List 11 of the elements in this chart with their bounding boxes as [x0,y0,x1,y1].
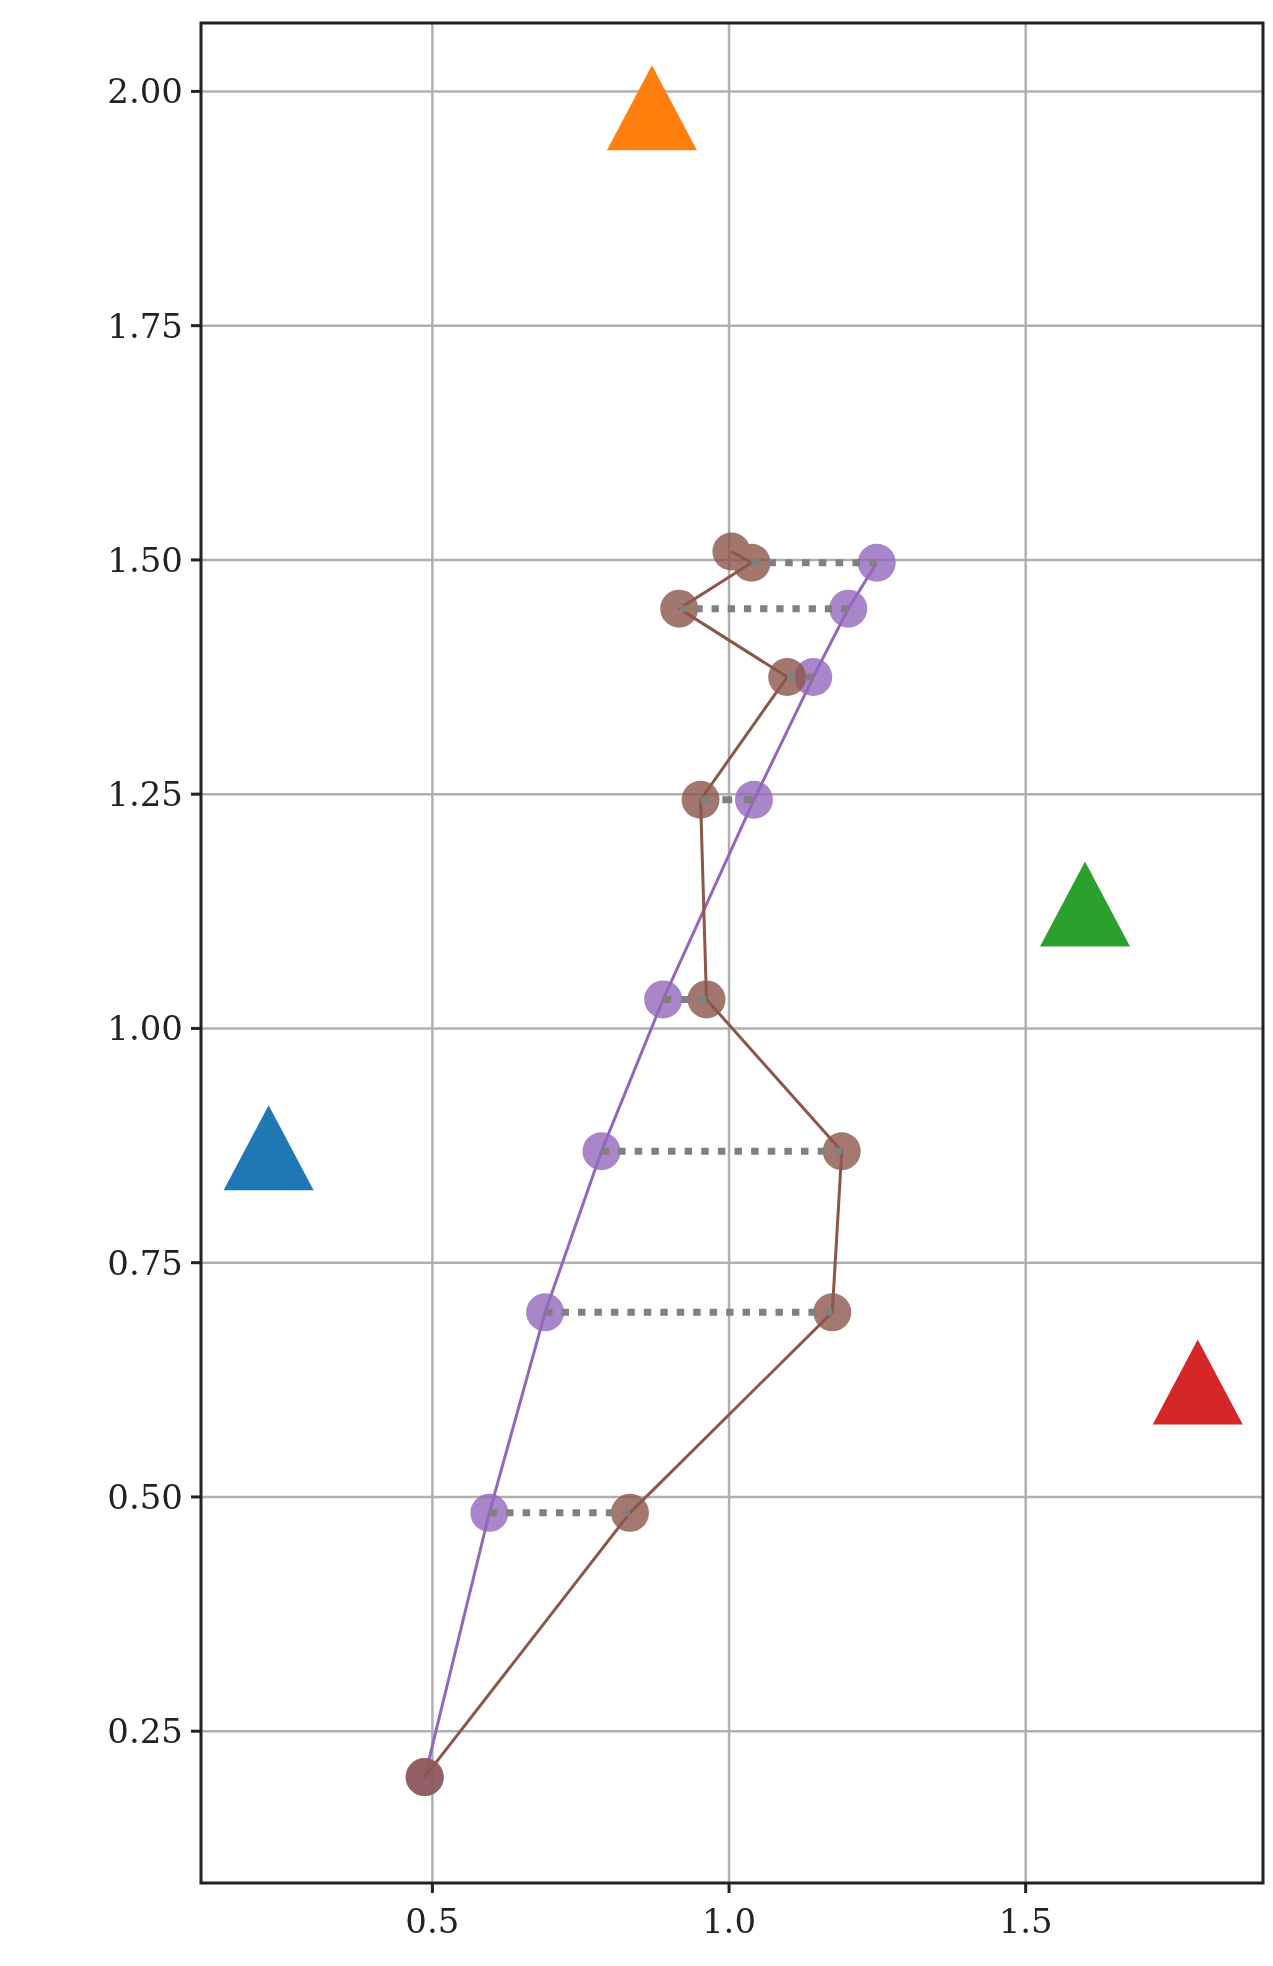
x-tick-label: 1.5 [998,1901,1053,1941]
y-tick-label: 1.00 [107,1008,183,1049]
y-tick-label: 0.50 [107,1476,183,1517]
y-tick-label: 1.75 [107,305,183,346]
y-tick-label: 1.25 [107,774,183,815]
y-tick-label: 1.50 [107,539,183,580]
x-tick-label: 0.5 [405,1901,460,1941]
y-tick-label: 2.00 [107,71,183,112]
x-tick-label: 1.0 [701,1901,757,1941]
y-tick-label: 0.25 [107,1711,183,1752]
y-tick-label: 0.75 [107,1242,183,1283]
